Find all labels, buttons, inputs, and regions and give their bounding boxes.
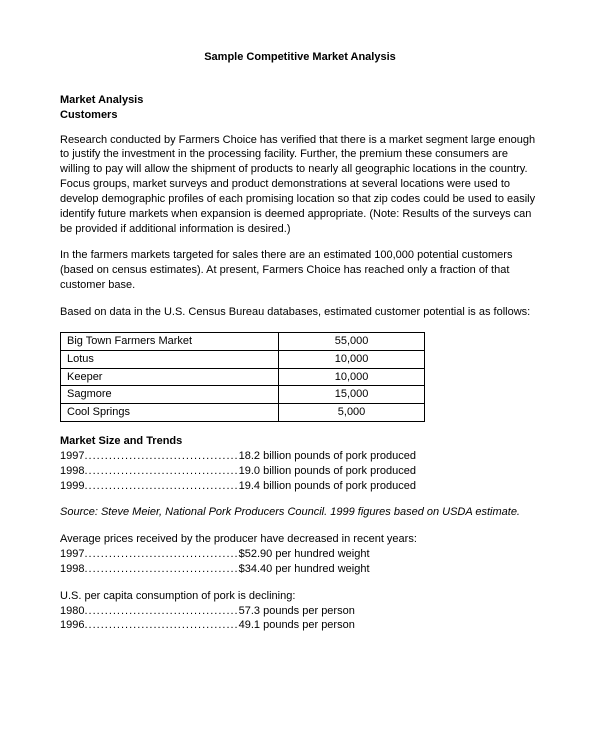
dot-leader: ......................................: [84, 479, 238, 494]
table-cell-value: 55,000: [279, 332, 425, 350]
trend-year: 1997: [60, 449, 84, 464]
paragraph-potential: In the farmers markets targeted for sale…: [60, 248, 540, 293]
trend-line: 1998....................................…: [60, 464, 540, 479]
section-market-size-trends: Market Size and Trends: [60, 434, 540, 449]
consumption-intro: U.S. per capita consumption of pork is d…: [60, 589, 540, 604]
table-row: Sagmore15,000: [61, 386, 425, 404]
consumption-block: 1980....................................…: [60, 604, 540, 634]
dot-leader: ......................................: [84, 464, 238, 479]
table-cell-value: 10,000: [279, 350, 425, 368]
consumption-year: 1980: [60, 604, 84, 619]
trend-value: 19.4 billion pounds of pork produced: [239, 479, 416, 494]
subsection-customers: Customers: [60, 108, 540, 123]
price-line: 1997....................................…: [60, 547, 540, 562]
paragraph-census-intro: Based on data in the U.S. Census Bureau …: [60, 305, 540, 320]
trend-year: 1999: [60, 479, 84, 494]
consumption-year: 1996: [60, 618, 84, 633]
table-row: Cool Springs5,000: [61, 404, 425, 422]
table-row: Big Town Farmers Market55,000: [61, 332, 425, 350]
price-year: 1998: [60, 562, 84, 577]
table-cell-name: Keeper: [61, 368, 279, 386]
trend-year: 1998: [60, 464, 84, 479]
customer-potential-table: Big Town Farmers Market55,000 Lotus10,00…: [60, 332, 425, 422]
table-cell-name: Sagmore: [61, 386, 279, 404]
consumption-line: 1996....................................…: [60, 618, 540, 633]
trend-value: 18.2 billion pounds of pork produced: [239, 449, 416, 464]
dot-leader: ......................................: [84, 562, 238, 577]
consumption-value: 49.1 pounds per person: [239, 618, 355, 633]
price-year: 1997: [60, 547, 84, 562]
section-market-analysis: Market Analysis: [60, 93, 540, 108]
trend-line: 1999....................................…: [60, 479, 540, 494]
dot-leader: ......................................: [84, 547, 238, 562]
price-line: 1998....................................…: [60, 562, 540, 577]
dot-leader: ......................................: [84, 618, 238, 633]
trend-value: 19.0 billion pounds of pork produced: [239, 464, 416, 479]
price-value: $52.90 per hundred weight: [239, 547, 370, 562]
page-title: Sample Competitive Market Analysis: [60, 50, 540, 65]
paragraph-research: Research conducted by Farmers Choice has…: [60, 133, 540, 237]
table-cell-name: Cool Springs: [61, 404, 279, 422]
table-cell-value: 15,000: [279, 386, 425, 404]
dot-leader: ......................................: [84, 449, 238, 464]
table-cell-name: Big Town Farmers Market: [61, 332, 279, 350]
price-value: $34.40 per hundred weight: [239, 562, 370, 577]
consumption-line: 1980....................................…: [60, 604, 540, 619]
dot-leader: ......................................: [84, 604, 238, 619]
consumption-value: 57.3 pounds per person: [239, 604, 355, 619]
trends-block: 1997....................................…: [60, 449, 540, 494]
prices-block: 1997....................................…: [60, 547, 540, 577]
prices-intro: Average prices received by the producer …: [60, 532, 540, 547]
table-row: Keeper10,000: [61, 368, 425, 386]
trend-line: 1997....................................…: [60, 449, 540, 464]
table-cell-name: Lotus: [61, 350, 279, 368]
source-citation: Source: Steve Meier, National Pork Produ…: [60, 505, 540, 520]
table-cell-value: 10,000: [279, 368, 425, 386]
table-row: Lotus10,000: [61, 350, 425, 368]
table-cell-value: 5,000: [279, 404, 425, 422]
